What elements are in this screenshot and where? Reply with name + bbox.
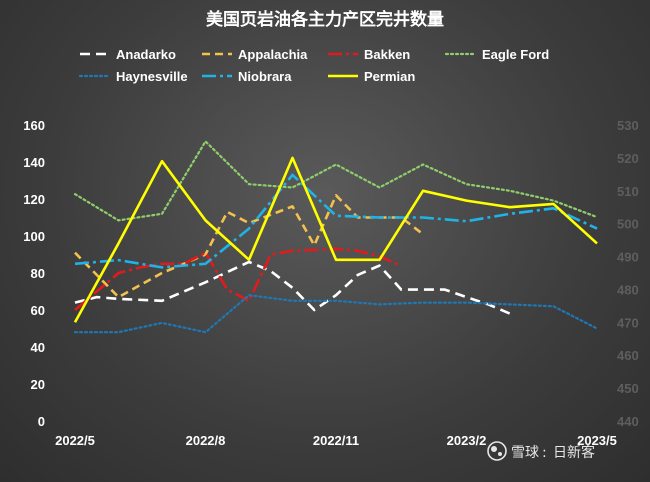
y-tick-right: 500 <box>617 217 639 232</box>
legend-label: Haynesville <box>116 69 188 84</box>
legend-item-permian: Permian <box>328 69 415 84</box>
legend-item-anadarko: Anadarko <box>80 47 176 62</box>
watermark-separator: : <box>542 445 547 461</box>
series-line-permian <box>73 156 598 323</box>
series-line-haynesville <box>73 294 599 334</box>
y-tick-left: 100 <box>23 229 45 244</box>
y-tick-right: 440 <box>617 414 639 429</box>
legend-item-bakken: Bakken <box>328 47 410 62</box>
y-tick-left: 120 <box>23 192 45 207</box>
y-tick-left: 20 <box>31 377 45 392</box>
y-tick-right: 460 <box>617 348 639 363</box>
x-axis: 2022/5 2022/8 2022/11 2023/2 2023/5 <box>55 433 617 448</box>
x-tick-label: 2023/5 <box>577 433 617 448</box>
series-lines <box>73 140 599 334</box>
x-tick-label: 2022/5 <box>55 433 95 448</box>
legend-label: Anadarko <box>116 47 176 62</box>
watermark-author: 日新客 <box>553 444 595 461</box>
y-tick-left: 40 <box>31 340 45 355</box>
y-tick-left: 0 <box>38 414 45 429</box>
x-tick-label: 2022/8 <box>186 433 226 448</box>
series-line-appalachia <box>74 194 424 299</box>
y-tick-left: 60 <box>31 303 45 318</box>
y-tick-right: 520 <box>617 151 639 166</box>
y-axis-right: 440 450 460 470 480 490 500 510 520 530 <box>617 118 639 429</box>
y-tick-left: 140 <box>23 155 45 170</box>
y-tick-right: 470 <box>617 315 639 330</box>
legend-item-appalachia: Appalachia <box>202 47 308 62</box>
y-tick-right: 530 <box>617 118 639 133</box>
y-tick-right: 450 <box>617 381 639 396</box>
chart-title: 美国页岩油各主力产区完井数量 <box>206 9 444 30</box>
y-tick-right: 480 <box>617 282 639 297</box>
y-tick-right: 490 <box>617 250 639 265</box>
legend-label: Eagle Ford <box>482 47 549 62</box>
y-tick-left: 160 <box>23 118 45 133</box>
watermark: 雪球 : 日新客 <box>487 441 595 461</box>
legend-label: Niobrara <box>238 69 292 84</box>
legend-item-niobrara: Niobrara <box>202 69 292 84</box>
series-line-eagle-ford <box>73 140 599 222</box>
legend: Anadarko Appalachia Bakken Eagle Ford Haynes… <box>78 47 549 84</box>
x-tick-label: 2022/11 <box>313 433 359 448</box>
series-line-anadarko <box>74 260 511 315</box>
legend-item-eagle-ford: Eagle Ford <box>444 47 549 62</box>
y-tick-left: 80 <box>31 266 45 281</box>
series-line-bakken <box>74 247 402 311</box>
snowball-logo-icon <box>487 441 507 461</box>
legend-label: Bakken <box>364 47 410 62</box>
y-axis-left: 0 20 40 60 80 100 120 140 160 <box>23 118 45 429</box>
x-tick-label: 2023/2 <box>447 433 487 448</box>
legend-label: Permian <box>364 69 415 84</box>
watermark-brand: 雪球 <box>511 445 539 461</box>
y-tick-right: 510 <box>617 184 639 199</box>
legend-label: Appalachia <box>238 47 308 62</box>
series-line-niobrara <box>74 173 598 269</box>
legend-item-haynesville: Haynesville <box>78 69 188 84</box>
